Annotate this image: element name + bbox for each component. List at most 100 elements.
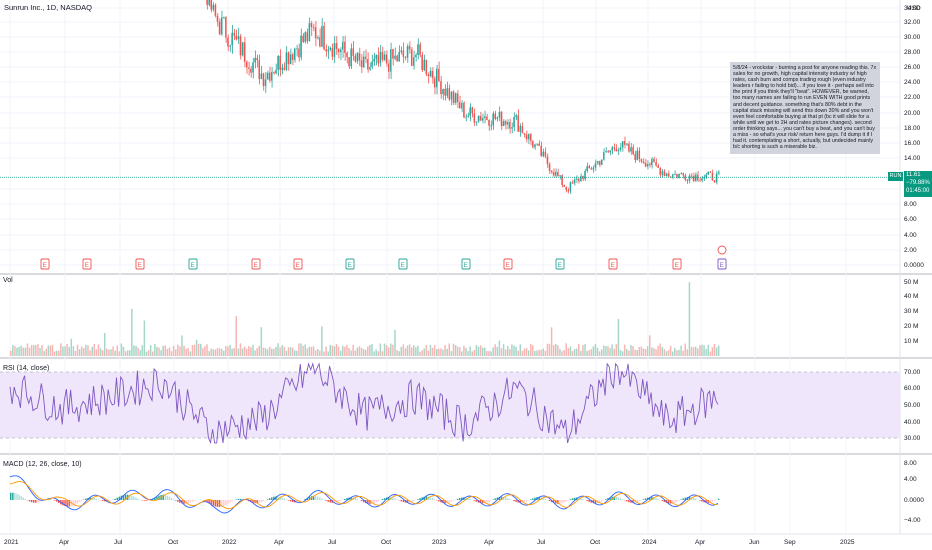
macd-histogram-bar <box>688 496 691 500</box>
macd-histogram-bar <box>28 500 31 502</box>
candle-body <box>298 48 300 58</box>
volume-bar <box>496 346 499 356</box>
volume-bar <box>715 347 718 356</box>
volume-bar <box>369 345 371 356</box>
candle-body <box>507 122 509 125</box>
macd-histogram-bar <box>185 500 187 504</box>
candle-body <box>398 51 400 62</box>
time-label-10: Jul <box>537 539 546 546</box>
macd-histogram-bar <box>375 500 377 503</box>
candle-body <box>575 178 578 180</box>
volume-pane[interactable] <box>10 282 720 356</box>
volume-bar <box>494 344 496 356</box>
price-axis-label-10: 14.00 <box>904 155 921 162</box>
candle-body <box>454 93 457 103</box>
volume-bar <box>323 351 325 356</box>
volume-bar <box>181 335 183 356</box>
price-axis-label-3: 28.00 <box>904 49 921 56</box>
candle-body <box>419 44 421 56</box>
volume-bar <box>43 351 45 356</box>
volume-bar <box>690 346 693 356</box>
macd-histogram-bar <box>438 500 440 502</box>
volume-bar <box>346 344 348 356</box>
time-label-1: Apr <box>59 539 70 546</box>
volume-bar <box>101 350 104 356</box>
volume-bar <box>99 348 102 356</box>
volume-bar <box>492 347 494 356</box>
candle-body <box>390 49 392 72</box>
candle-body <box>448 88 451 100</box>
volume-bar <box>141 345 144 356</box>
macd-histogram-bar <box>118 496 121 500</box>
volume-bar <box>350 350 352 356</box>
volume-bar <box>694 346 697 356</box>
candle-body <box>588 166 590 169</box>
candle-body <box>571 182 574 184</box>
volume-bar <box>143 320 146 356</box>
volume-bar <box>314 350 317 356</box>
candle-body <box>609 150 611 153</box>
volume-bar <box>452 343 455 356</box>
volume-bar <box>214 349 217 356</box>
macd-histogram-bar <box>360 500 363 502</box>
volume-bar <box>120 343 123 356</box>
macd-histogram-bar <box>590 500 593 503</box>
rsi-axis-label-3: 40.00 <box>904 419 921 426</box>
macd-histogram-bar <box>78 500 81 503</box>
volume-bar <box>425 345 428 356</box>
rsi-pane[interactable] <box>0 362 900 445</box>
candle-body <box>275 69 277 74</box>
volume-bar <box>580 350 582 356</box>
earnings-marker-5 <box>293 258 303 270</box>
macd-histogram-bar <box>350 497 352 500</box>
macd-histogram-bar <box>711 500 714 502</box>
candle-body <box>636 150 638 161</box>
volume-bar <box>256 348 258 356</box>
candle-body <box>653 158 655 163</box>
volume-bar <box>291 347 294 356</box>
candle-body <box>615 148 618 152</box>
macd-histogram-bar <box>377 500 380 502</box>
macd-histogram-bar <box>646 497 649 500</box>
volume-bar <box>74 350 77 356</box>
macd-histogram-bar <box>607 498 609 500</box>
candle-body <box>465 116 467 118</box>
volume-bar <box>335 343 338 356</box>
macd-histogram-bar <box>133 496 135 500</box>
candle-body <box>379 51 382 64</box>
macd-histogram-bar <box>231 500 233 502</box>
volume-bar <box>490 351 492 356</box>
macd-histogram-bar <box>174 500 177 501</box>
candle-body <box>701 178 703 181</box>
candle-body <box>362 56 365 68</box>
volume-bar <box>544 350 547 356</box>
volume-bar <box>206 344 208 356</box>
volume-bar <box>682 350 684 356</box>
volume-bar <box>567 348 570 356</box>
volume-bar <box>385 344 388 356</box>
macd-histogram-bar <box>488 500 490 502</box>
macd-histogram-bar <box>717 498 720 500</box>
volume-bar <box>676 350 678 356</box>
candle-body <box>473 113 476 123</box>
price-pane[interactable] <box>0 0 900 194</box>
volume-bar <box>473 350 476 356</box>
volume-bar <box>264 348 267 356</box>
volume-bar <box>479 345 482 356</box>
volume-bar <box>271 348 273 356</box>
volume-bar <box>39 347 41 356</box>
candle-body <box>429 70 432 77</box>
macd-histogram-bar <box>396 499 398 500</box>
candle-body <box>692 176 695 182</box>
earnings-marker-label-11: E <box>611 263 615 269</box>
volume-bar <box>436 349 438 356</box>
macd-histogram-bar <box>156 496 158 500</box>
candle-body <box>352 48 354 56</box>
earnings-marker-3 <box>188 258 198 270</box>
candle-body <box>281 67 283 71</box>
macd-pane[interactable] <box>9 475 720 514</box>
volume-bar <box>149 345 152 356</box>
volume-bar <box>427 350 430 356</box>
candle-body <box>646 163 649 167</box>
candle-body <box>688 175 691 181</box>
